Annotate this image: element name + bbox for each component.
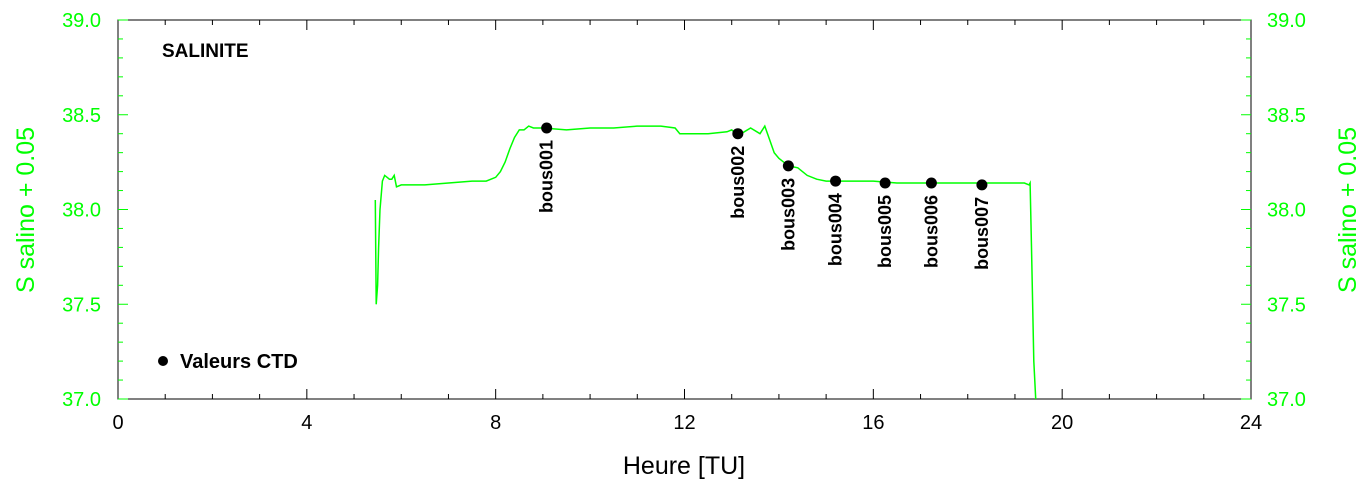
y-tick-label-left: 39.0 xyxy=(62,10,101,32)
x-tick-label: 16 xyxy=(862,412,884,434)
salinity-series-line xyxy=(374,124,1037,399)
ctd-point xyxy=(732,128,744,140)
y-tick-label-left: 37.0 xyxy=(62,389,101,411)
x-axis-title: Heure [TU] xyxy=(623,452,745,480)
ctd-point xyxy=(976,179,988,191)
station-label: bous002 xyxy=(728,146,748,219)
x-tick-label: 24 xyxy=(1240,412,1262,434)
ctd-point xyxy=(830,175,842,187)
ctd-point xyxy=(782,160,794,172)
y-tick-label-right: 39.0 xyxy=(1267,10,1306,32)
plot-frame xyxy=(117,19,1252,400)
y-tick-label-left: 38.0 xyxy=(62,200,101,222)
y-tick-label-right: 37.0 xyxy=(1267,389,1306,411)
ctd-point xyxy=(879,177,891,189)
station-label: bous003 xyxy=(778,178,798,251)
y-tick-label-left: 38.5 xyxy=(62,105,101,127)
x-tick-label: 20 xyxy=(1051,412,1073,434)
x-tick-label: 0 xyxy=(112,412,123,434)
station-label: bous006 xyxy=(921,195,941,268)
y-tick-label-right: 38.0 xyxy=(1267,200,1306,222)
station-labels: bous001 bous002 bous003 bous004 bous005 bous0… xyxy=(537,140,992,270)
x-tick-label: 4 xyxy=(301,412,312,434)
y-axis-title-right: S salino + 0.05 xyxy=(1334,127,1362,293)
y-tick-label-right: 38.5 xyxy=(1267,105,1306,127)
ctd-point xyxy=(925,177,937,189)
y-tick-label-left: 37.5 xyxy=(62,294,101,316)
legend-label: Valeurs CTD xyxy=(180,351,298,373)
station-label: bous001 xyxy=(537,140,557,213)
plot-title: SALINITE xyxy=(162,41,249,62)
y-axis-title-left: S salino + 0.05 xyxy=(12,127,40,293)
ctd-points xyxy=(541,122,988,191)
y-tick-label-right: 37.5 xyxy=(1267,294,1306,316)
station-label: bous005 xyxy=(875,195,895,268)
x-tick-label: 12 xyxy=(673,412,695,434)
axis-ticks xyxy=(117,19,1252,400)
ctd-point xyxy=(541,122,553,134)
station-label: bous007 xyxy=(972,197,992,270)
x-tick-label: 8 xyxy=(490,412,501,434)
station-label: bous004 xyxy=(826,193,846,266)
legend-marker xyxy=(158,356,168,366)
